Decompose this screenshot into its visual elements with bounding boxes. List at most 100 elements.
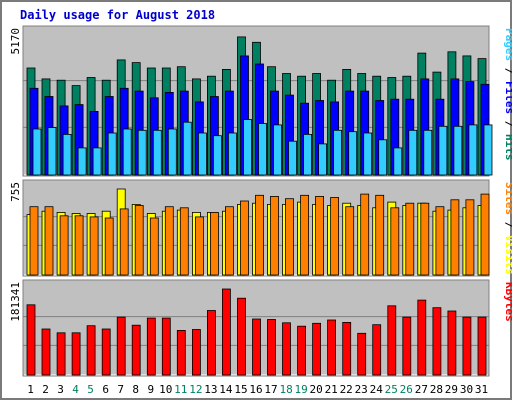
bar-sites-day-20 xyxy=(315,195,325,276)
day-label: 22 xyxy=(340,383,353,396)
legend-separator: / xyxy=(503,215,512,235)
max-label-kbytes: 181341 xyxy=(9,282,22,322)
bar-pages-day-27 xyxy=(423,129,433,176)
bar-kbytes-day-29 xyxy=(447,310,457,376)
bar-kbytes-day-17 xyxy=(267,319,276,376)
day-label: 12 xyxy=(189,383,202,396)
bar-kbytes-day-21 xyxy=(327,319,337,376)
bar-kbytes-day-18 xyxy=(282,322,291,376)
bar-kbytes-day-4 xyxy=(71,332,81,376)
bar-pages-day-8 xyxy=(137,129,147,176)
legend-entry: Pages xyxy=(503,28,512,61)
bar-kbytes-day-12 xyxy=(191,329,201,376)
bar-pages-day-24 xyxy=(378,139,388,176)
bar-kbytes-day-1 xyxy=(26,304,36,376)
day-label: 19 xyxy=(294,383,307,396)
bar-sites-day-9 xyxy=(149,217,159,276)
day-label: 23 xyxy=(355,383,368,396)
bar-pages-day-26 xyxy=(408,129,418,176)
bar-sites-day-13 xyxy=(209,211,219,276)
bar-pages-day-3 xyxy=(62,133,72,176)
day-label: 28 xyxy=(430,383,443,396)
bar-sites-day-31 xyxy=(480,193,490,276)
bar-kbytes-day-7 xyxy=(116,316,126,376)
bar-sites-day-30 xyxy=(465,199,475,276)
bar-kbytes-day-10 xyxy=(161,317,171,376)
bar-kbytes-day-20 xyxy=(312,322,322,376)
day-label: 5 xyxy=(87,383,94,396)
bar-sites-day-21 xyxy=(330,197,340,276)
day-label: 31 xyxy=(475,383,488,396)
day-label: 6 xyxy=(102,383,109,396)
bar-sites-day-26 xyxy=(405,202,415,276)
bar-pages-day-14 xyxy=(227,132,237,176)
bar-pages-day-7 xyxy=(122,128,132,176)
legend-visits: Sites / Visits xyxy=(503,182,512,275)
bar-pages-day-29 xyxy=(453,125,463,176)
bar-sites-day-15 xyxy=(240,200,249,276)
bar-kbytes-day-30 xyxy=(462,316,472,376)
legend-entry: Files xyxy=(503,81,512,114)
legend-separator: / xyxy=(503,61,512,81)
bar-kbytes-day-19 xyxy=(297,325,307,376)
bar-sites-day-27 xyxy=(420,202,430,276)
bar-sites-day-2 xyxy=(44,206,54,276)
bar-sites-day-14 xyxy=(224,206,234,276)
bar-sites-day-28 xyxy=(435,206,445,276)
bar-sites-day-22 xyxy=(345,206,355,276)
panel-hits: 5170 Pages / Files / Hits xyxy=(9,25,512,177)
day-label: 17 xyxy=(264,383,277,396)
bar-sites-day-24 xyxy=(375,194,385,276)
day-label: 1 xyxy=(27,383,34,396)
legend-kbytes: KBytes xyxy=(503,282,512,322)
bar-pages-day-10 xyxy=(167,128,177,176)
x-axis-labels: 1 2 3 4 5 6 7 8 9 10 11 12 13 14 15 16 17 18 19 20 21 22 23 24 2… xyxy=(27,383,488,396)
bar-kbytes-day-22 xyxy=(342,321,352,376)
legend-separator: / xyxy=(503,114,512,134)
panel-visits: 755 Sites / Visits xyxy=(9,179,512,277)
day-label: 9 xyxy=(147,383,154,396)
bar-kbytes-day-25 xyxy=(387,305,397,376)
max-label-hits: 5170 xyxy=(9,28,22,55)
bar-sites-day-17 xyxy=(270,195,279,276)
bar-sites-day-16 xyxy=(255,194,264,276)
bar-sites-day-6 xyxy=(104,217,114,276)
bar-pages-day-18 xyxy=(288,140,297,176)
day-label: 4 xyxy=(72,383,79,396)
bar-kbytes-day-3 xyxy=(56,332,66,376)
day-label: 14 xyxy=(219,383,233,396)
bar-sites-day-23 xyxy=(360,193,370,276)
day-label: 20 xyxy=(309,383,322,396)
day-label: 21 xyxy=(325,383,338,396)
day-label: 30 xyxy=(460,383,473,396)
bar-pages-day-13 xyxy=(212,135,222,176)
bar-pages-day-30 xyxy=(468,124,478,176)
bar-kbytes-day-13 xyxy=(206,310,216,376)
bar-kbytes-day-11 xyxy=(176,329,186,376)
bar-kbytes-day-31 xyxy=(477,316,487,376)
legend-entry: Visits xyxy=(503,235,512,275)
bar-kbytes-day-2 xyxy=(41,328,51,376)
day-label: 26 xyxy=(400,383,413,396)
bar-pages-day-5 xyxy=(92,147,102,176)
bar-kbytes-day-5 xyxy=(86,325,96,376)
bar-sites-day-25 xyxy=(390,207,400,276)
day-label: 7 xyxy=(117,383,124,396)
bar-sites-day-1 xyxy=(29,206,39,276)
legend-entry: Hits xyxy=(503,134,512,161)
bar-pages-day-23 xyxy=(363,132,373,176)
bar-pages-day-1 xyxy=(32,128,42,176)
bar-sites-day-4 xyxy=(74,215,84,276)
bar-kbytes-day-15 xyxy=(237,297,246,376)
bar-sites-day-5 xyxy=(89,216,99,276)
bar-sites-day-7 xyxy=(119,208,129,276)
bar-kbytes-day-24 xyxy=(372,324,382,376)
bar-pages-day-19 xyxy=(303,133,313,176)
day-label: 11 xyxy=(174,383,187,396)
chart-title: Daily usage for August 2018 xyxy=(20,8,215,22)
day-label: 29 xyxy=(445,383,458,396)
bar-pages-day-4 xyxy=(77,147,87,176)
day-label: 25 xyxy=(385,383,398,396)
day-label: 10 xyxy=(159,383,172,396)
bar-pages-day-17 xyxy=(273,124,282,176)
